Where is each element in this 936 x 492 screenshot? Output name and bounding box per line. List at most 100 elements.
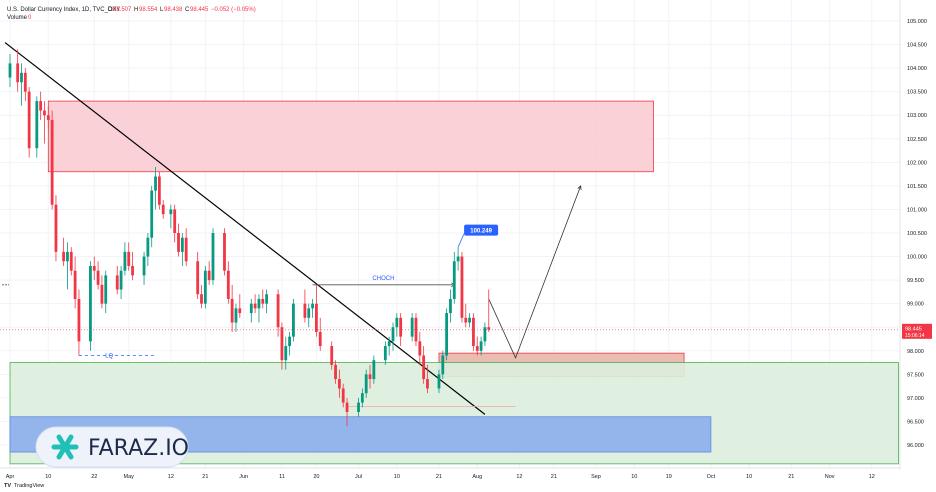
candle-down bbox=[115, 275, 119, 290]
candle-down bbox=[330, 346, 334, 365]
candle-up bbox=[211, 233, 215, 281]
x-tick-label: Jul bbox=[355, 474, 362, 480]
current-price-text: 98.445 bbox=[905, 326, 922, 332]
candle-down bbox=[43, 110, 46, 116]
candle-down bbox=[39, 101, 43, 111]
candle-up bbox=[479, 341, 483, 351]
candle-down bbox=[161, 204, 165, 215]
high-value: 98.554 bbox=[139, 7, 158, 13]
candle-down bbox=[184, 237, 188, 262]
x-tick-label: 10 bbox=[631, 474, 637, 480]
candle-up bbox=[360, 393, 364, 403]
candle-down bbox=[399, 317, 403, 337]
candle-down bbox=[127, 251, 131, 266]
x-tick-label: 21 bbox=[788, 474, 794, 480]
candle-up bbox=[311, 303, 314, 309]
candle-up bbox=[8, 63, 12, 78]
faraz-logo: FARAZ.IO bbox=[35, 426, 189, 468]
zone-supply bbox=[47, 100, 654, 173]
x-tick-label: 20 bbox=[313, 474, 319, 480]
y-tick-label: 98.000 bbox=[907, 349, 924, 355]
candle-up bbox=[364, 374, 368, 394]
candle-up bbox=[307, 308, 311, 318]
lq-label: LQ bbox=[105, 353, 113, 359]
candle-down bbox=[261, 298, 265, 304]
candle-down bbox=[464, 317, 468, 323]
candle-down bbox=[337, 379, 341, 389]
price-axis[interactable]: 105.000 104.500 104.000 103.500 103.000 102.5… bbox=[902, 19, 932, 449]
low-value: 98.438 bbox=[164, 7, 183, 13]
candle-up bbox=[66, 251, 69, 262]
x-tick-label: Jun bbox=[239, 474, 248, 480]
candle-up bbox=[391, 327, 395, 342]
candle-up bbox=[449, 298, 452, 314]
x-tick-label: May bbox=[124, 474, 135, 480]
open-label: O bbox=[108, 7, 113, 13]
x-tick-label: 10 bbox=[746, 474, 752, 480]
high-label-pointer bbox=[457, 233, 465, 248]
y-tick-label: 105.000 bbox=[907, 19, 927, 25]
candle-up bbox=[292, 303, 295, 337]
candle-down bbox=[54, 204, 58, 252]
y-tick-label: 101.000 bbox=[907, 207, 927, 213]
time-axis[interactable]: Apr 10 22 May 12 21 Jun 11 20 Jul 10 21 Aug 12 21 Sep 10… bbox=[6, 474, 875, 480]
y-tick-label: 103.500 bbox=[907, 90, 927, 96]
candle-up bbox=[265, 294, 269, 304]
candle-down bbox=[318, 331, 322, 347]
candle-up bbox=[387, 341, 391, 347]
candle-up bbox=[452, 261, 456, 299]
close-label: C bbox=[185, 7, 190, 13]
candle-up bbox=[146, 237, 150, 257]
x-tick-label: 10 bbox=[45, 474, 51, 480]
candle-up bbox=[119, 270, 123, 290]
candle-up bbox=[395, 317, 399, 328]
candle-up bbox=[180, 237, 184, 252]
candle-down bbox=[422, 355, 426, 380]
candle-down bbox=[303, 303, 307, 318]
x-tick-label: Nov bbox=[825, 474, 835, 480]
candle-up bbox=[284, 346, 288, 361]
candle-down bbox=[253, 303, 257, 309]
tradingview-icon: TV bbox=[4, 483, 11, 489]
candle-down bbox=[96, 270, 100, 285]
open-value: 98.507 bbox=[113, 7, 132, 13]
candle-up bbox=[169, 209, 173, 215]
y-tick-label: 103.000 bbox=[907, 113, 927, 119]
candle-down bbox=[200, 294, 203, 304]
overlays: CHOCH LQ 100.249 bbox=[105, 224, 499, 359]
y-tick-label: 96.000 bbox=[907, 443, 924, 449]
volume-value: 0 bbox=[28, 15, 32, 21]
candle-up bbox=[20, 72, 23, 83]
candle-down bbox=[173, 209, 177, 233]
candle-up bbox=[150, 190, 154, 238]
y-tick-label: 102.500 bbox=[907, 137, 927, 143]
volume-label: Volume bbox=[7, 15, 28, 21]
y-tick-label: 99.000 bbox=[907, 302, 924, 308]
y-tick-label: 97.000 bbox=[907, 396, 924, 402]
trendline bbox=[4, 42, 486, 415]
candle-down bbox=[23, 72, 27, 92]
candle-up bbox=[35, 101, 39, 149]
candle-down bbox=[223, 233, 226, 271]
x-tick-label: 12 bbox=[168, 474, 174, 480]
candle-down bbox=[62, 251, 66, 262]
low-label: L bbox=[160, 7, 164, 13]
x-tick-label: Oct bbox=[707, 474, 716, 480]
candle-down bbox=[157, 176, 161, 205]
high-label-box bbox=[464, 224, 499, 236]
candle-down bbox=[368, 374, 372, 380]
tradingview-brand: TV TradingView bbox=[4, 483, 44, 489]
candle-up bbox=[410, 317, 414, 337]
candle-down bbox=[315, 303, 318, 332]
y-tick-label: 99.500 bbox=[907, 278, 924, 284]
y-tick-label: 100.500 bbox=[907, 231, 927, 237]
candle-up bbox=[357, 402, 360, 413]
high-label-text: 100.249 bbox=[470, 229, 492, 235]
candle-down bbox=[426, 379, 429, 389]
high-label: H bbox=[134, 7, 138, 13]
candle-up bbox=[456, 256, 460, 262]
countdown-text: 15:06:14 bbox=[905, 333, 925, 339]
logo-pill bbox=[35, 426, 189, 468]
candle-up bbox=[437, 374, 441, 389]
